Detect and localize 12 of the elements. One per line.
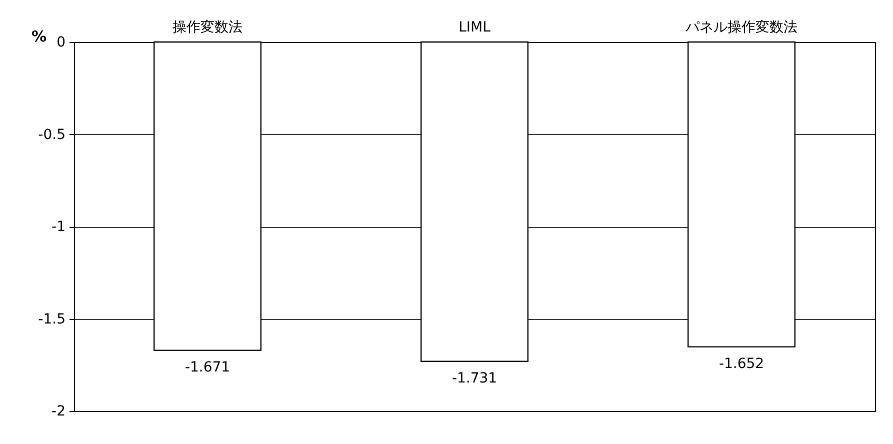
x-tick-label: 操作変数法 [172, 20, 242, 36]
data-label: -1.671 [184, 359, 230, 376]
y-axis-title: % [31, 28, 46, 46]
data-label: -1.731 [452, 370, 498, 386]
y-tick-label: -1 [52, 219, 66, 235]
data-label: -1.652 [718, 356, 764, 372]
y-tick-label: 0 [56, 34, 66, 50]
y-tick-label: -0.5 [38, 126, 66, 143]
y-tick-label: -2 [52, 404, 66, 420]
x-tick-label: パネル操作変数法 [684, 20, 798, 36]
y-tick-label: -1.5 [38, 311, 66, 328]
x-tick-label: LIML [458, 20, 491, 36]
